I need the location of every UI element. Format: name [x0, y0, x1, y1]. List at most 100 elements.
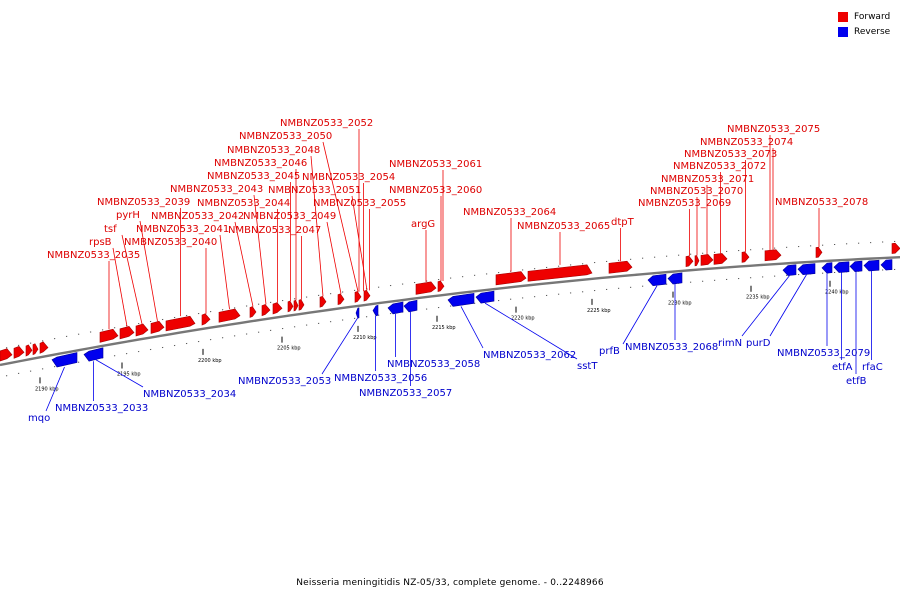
forward-gene-label: NMBNZ0533_2039: [97, 197, 190, 208]
reverse-gene: [821, 262, 833, 274]
reverse-gene: [372, 304, 379, 317]
forward-gene-label: NMBNZ0533_2078: [775, 197, 868, 208]
scale-tick-label: 2240 kbp: [825, 290, 849, 296]
forward-gene-label: NMBNZ0533_2044: [197, 198, 290, 209]
reverse-gene: [387, 301, 404, 315]
forward-gene: [25, 344, 33, 357]
scale-tick-label: 2200 kbp: [198, 358, 222, 364]
reverse-gene-label: mqo: [28, 413, 50, 424]
scale-tick-label: 2195 kbp: [117, 371, 141, 377]
reverse-gene-label: NMBNZ0533_2033: [55, 403, 148, 414]
forward-gene: [0, 348, 13, 362]
forward-gene-label: NMBNZ0533_2045: [207, 171, 300, 182]
forward-swatch: [838, 11, 848, 22]
forward-gene: [415, 281, 437, 295]
reverse-gene: [797, 263, 816, 275]
scale-tick-label: 2210 kbp: [353, 335, 377, 341]
reverse-gene: [833, 261, 850, 273]
reverse-gene-label: NMBNZ0533_2062: [483, 350, 576, 361]
reverse-gene: [447, 293, 475, 307]
legend-item-reverse: Reverse: [838, 24, 890, 39]
reverse-leader-line: [484, 302, 578, 360]
forward-gene-label: NMBNZ0533_2052: [280, 118, 373, 129]
forward-gene: [150, 320, 165, 334]
scale-tick-label: 2190 kbp: [35, 386, 59, 392]
forward-gene: [437, 280, 445, 293]
genome-backbone: [0, 256, 900, 367]
reverse-gene: [880, 259, 893, 271]
forward-gene-label: NMBNZ0533_2072: [673, 161, 766, 172]
reverse-gene-label: NMBNZ0533_2053: [238, 376, 331, 387]
forward-leader-line: [219, 234, 230, 310]
forward-gene-label: NMBNZ0533_2071: [661, 174, 754, 185]
forward-gene: [527, 264, 593, 282]
forward-gene: [218, 308, 241, 323]
reverse-gene-label: purD: [746, 338, 771, 349]
reverse-leader-line: [45, 366, 65, 412]
reverse-gene: [475, 290, 495, 304]
scale-tick-label: 2230 kbp: [668, 301, 692, 307]
forward-gene-label: NMBNZ0533_2070: [650, 186, 743, 197]
forward-gene-label: NMBNZ0533_2040: [124, 237, 217, 248]
legend: Forward Reverse: [838, 9, 890, 39]
forward-gene-label: NMBNZ0533_2050: [239, 131, 332, 142]
forward-gene-label: NMBNZ0533_2042: [151, 211, 244, 222]
forward-gene-label: NMBNZ0533_2043: [170, 184, 263, 195]
reverse-leader-line: [741, 275, 790, 337]
reverse-leader-line: [94, 358, 144, 388]
scale-tick-label: 2205 kbp: [277, 346, 301, 352]
forward-gene: [119, 326, 135, 340]
forward-gene: [249, 306, 257, 318]
forward-gene-label: NMBNZ0533_2055: [313, 198, 406, 209]
reverse-gene-label: sstT: [577, 361, 598, 372]
forward-leader-line: [234, 221, 254, 307]
forward-gene: [99, 328, 119, 343]
forward-gene: [694, 255, 700, 267]
forward-gene-label: NMBNZ0533_2046: [214, 158, 307, 169]
forward-gene: [700, 254, 714, 266]
forward-gene-label: tsf: [104, 224, 117, 235]
forward-gene: [713, 253, 728, 265]
forward-gene-label: NMBNZ0533_2069: [638, 198, 731, 209]
forward-leader-line: [121, 234, 143, 325]
forward-gene: [272, 302, 283, 315]
forward-gene: [39, 341, 49, 354]
forward-gene-label: dtpT: [611, 217, 635, 228]
reverse-gene-label: NMBNZ0533_2034: [143, 389, 236, 400]
reverse-gene: [782, 264, 797, 276]
forward-leader-line: [139, 220, 158, 322]
forward-gene: [293, 299, 299, 312]
forward-gene-label: NMBNZ0533_2049: [243, 211, 336, 222]
forward-leader-line: [322, 141, 359, 292]
forward-gene-label: NMBNZ0533_2054: [302, 172, 395, 183]
forward-gene: [741, 251, 750, 263]
reverse-gene-label: NMBNZ0533_2056: [334, 373, 427, 384]
reverse-gene-label: rfaC: [862, 362, 883, 373]
reverse-gene: [647, 273, 667, 287]
forward-gene: [764, 249, 782, 262]
reverse-gene: [51, 352, 78, 368]
reverse-gene-label: NMBNZ0533_2058: [387, 359, 480, 370]
forward-leader-line: [310, 155, 324, 297]
forward-gene-label: NMBNZ0533_2048: [227, 145, 320, 156]
forward-gene-label: NMBNZ0533_2041: [136, 224, 229, 235]
scale-tick-label: 2225 kbp: [587, 308, 611, 314]
forward-gene: [891, 242, 900, 254]
reverse-gene-label: NMBNZ0533_2057: [359, 388, 452, 399]
forward-gene-label: argG: [411, 219, 435, 230]
legend-label-reverse: Reverse: [854, 26, 891, 37]
forward-leader-line: [326, 221, 342, 294]
forward-gene-label: NMBNZ0533_2061: [389, 159, 482, 170]
forward-gene: [13, 346, 25, 359]
scale-tick-label: 2235 kbp: [746, 295, 770, 301]
reverse-gene: [403, 299, 418, 313]
forward-gene: [815, 246, 823, 258]
forward-gene: [319, 295, 327, 308]
reverse-gene: [355, 307, 360, 319]
forward-gene: [32, 343, 39, 356]
reverse-swatch: [838, 26, 848, 37]
forward-leader-line: [112, 247, 128, 327]
forward-gene-label: NMBNZ0533_2060: [389, 185, 482, 196]
forward-gene-label: NMBNZ0533_2047: [228, 225, 321, 236]
